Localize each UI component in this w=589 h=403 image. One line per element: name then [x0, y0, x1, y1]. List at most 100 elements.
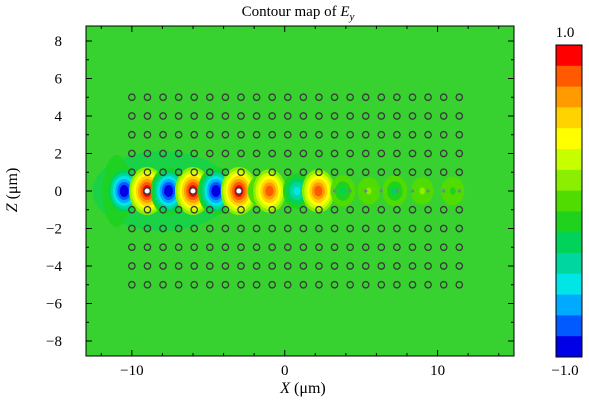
hole-marker [424, 112, 432, 120]
hole-marker [221, 149, 230, 158]
hole-marker [346, 243, 354, 252]
colorbar-segment [556, 336, 582, 358]
hole-marker [346, 168, 354, 177]
hole-marker [143, 93, 152, 102]
hole-marker [315, 149, 323, 158]
colorbar [555, 44, 583, 358]
hole-marker [159, 93, 167, 102]
hole-marker [408, 93, 417, 102]
hole-marker [346, 112, 354, 120]
field-lobe [211, 185, 221, 197]
hole-marker [408, 262, 417, 270]
hole-marker [377, 280, 386, 289]
hole-marker [221, 262, 230, 270]
hole-marker [315, 243, 323, 252]
field-lobe [365, 187, 372, 195]
hole-marker [205, 262, 214, 270]
hole-marker [268, 168, 277, 177]
chart-title: Contour map of Ey [242, 4, 355, 23]
hole-marker [377, 205, 386, 214]
hole-marker [330, 168, 339, 177]
hole-marker [237, 262, 245, 270]
hole-marker [268, 112, 277, 120]
hole-marker [283, 280, 292, 289]
colorbar-segment [556, 315, 582, 337]
hole-marker [252, 262, 261, 270]
x-axis-label: X (μm) [279, 380, 325, 397]
hole-marker [143, 130, 152, 139]
hole-marker [299, 280, 308, 289]
hole-marker [190, 112, 199, 120]
hole-marker [283, 93, 292, 102]
hole-marker [283, 262, 292, 270]
hole-marker [330, 130, 339, 139]
hole-marker [361, 224, 370, 233]
hole-marker [299, 205, 308, 214]
hole-marker [393, 149, 401, 158]
waveguide-dot [379, 189, 383, 193]
hole-marker [128, 262, 136, 270]
hole-marker [268, 243, 277, 252]
hole-marker [393, 112, 401, 120]
hole-marker [439, 168, 448, 177]
axes: −10 0 10 8 6 4 2 0 −2 −4 −6 −8 [46, 26, 514, 379]
hole-marker [143, 205, 152, 214]
hole-marker [189, 187, 197, 195]
hole-marker [221, 93, 230, 102]
hole-marker [315, 112, 323, 120]
hole-marker [361, 168, 370, 177]
hole-marker [361, 280, 370, 289]
hole-marker [377, 149, 386, 158]
hole-marker [174, 149, 183, 158]
hole-marker [174, 224, 183, 233]
hole-marker [205, 112, 214, 120]
hole-marker [252, 280, 261, 289]
hole-marker [268, 224, 277, 233]
hole-marker [455, 149, 464, 158]
hole-marker [315, 262, 323, 270]
hole-marker [299, 130, 308, 139]
hole-marker [159, 224, 167, 233]
hole-marker [424, 93, 432, 102]
hole-marker [439, 224, 448, 233]
hole-marker [439, 130, 448, 139]
hole-marker [143, 262, 152, 270]
hole-marker [268, 262, 277, 270]
hole-marker [439, 149, 448, 158]
hole-marker [174, 168, 183, 177]
hole-marker [143, 112, 152, 120]
field-lobe [293, 186, 301, 196]
hole-marker [315, 130, 323, 139]
hole-marker [237, 205, 245, 214]
hole-marker [361, 262, 370, 270]
hole-marker [190, 149, 199, 158]
hole-marker [455, 205, 464, 214]
hole-marker [237, 93, 245, 102]
hole-marker [205, 130, 214, 139]
hole-marker [377, 112, 386, 120]
colorbar-max-label: 1.0 [556, 25, 575, 41]
hole-marker [315, 280, 323, 289]
hole-marker [393, 168, 401, 177]
hole-marker [315, 168, 323, 177]
hole-marker [299, 168, 308, 177]
x-tick-label: 0 [281, 363, 289, 379]
waveguide-dot [332, 189, 337, 193]
hole-marker [408, 149, 417, 158]
hole-marker [408, 168, 417, 177]
hole-marker [159, 262, 167, 270]
y-tick-label: 4 [55, 109, 63, 125]
y-tick-label: 2 [55, 147, 63, 163]
hole-marker [346, 262, 354, 270]
hole-marker [174, 280, 183, 289]
hole-marker [393, 93, 401, 102]
hole-marker [455, 262, 464, 270]
y-tick-label: 8 [55, 34, 63, 50]
y-tick-label: −8 [46, 334, 62, 350]
hole-marker [128, 224, 136, 233]
hole-marker [424, 262, 432, 270]
hole-marker [377, 130, 386, 139]
hole-marker [455, 130, 464, 139]
colorbar-segment [556, 253, 582, 275]
